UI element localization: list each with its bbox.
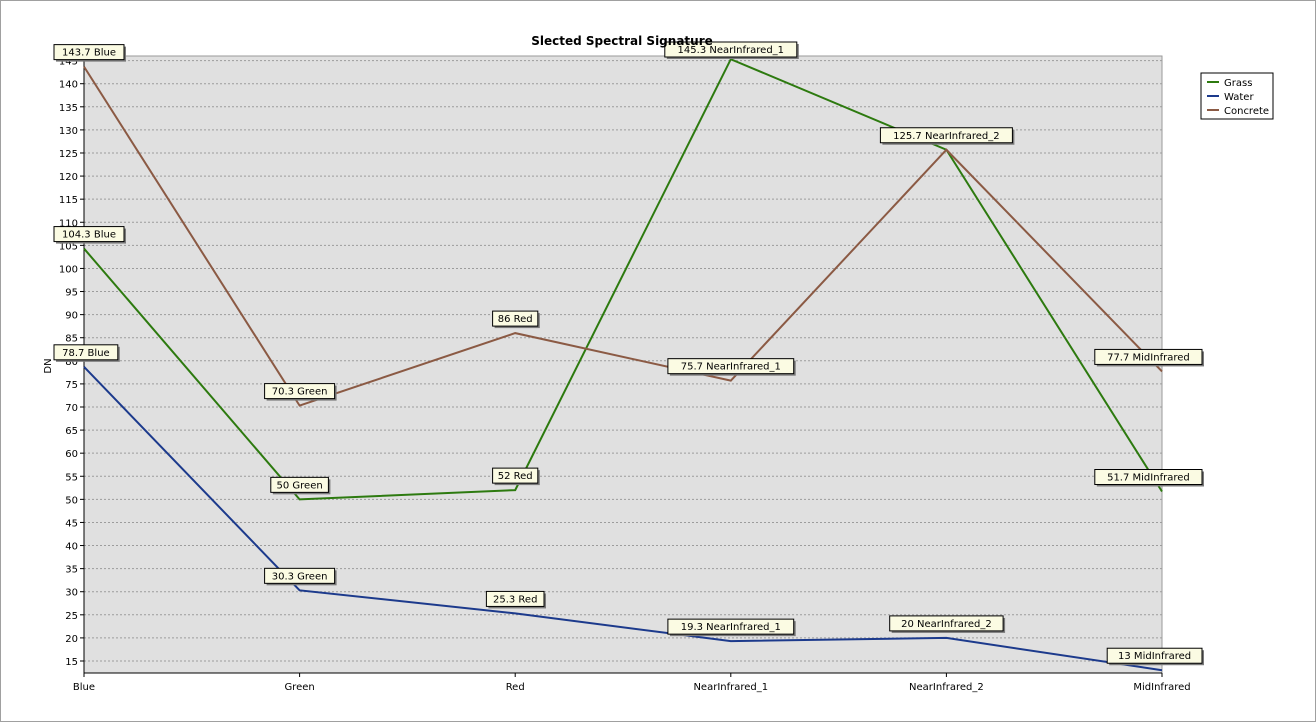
- data-label: 77.7 MidInfrared: [1094, 348, 1204, 367]
- data-label: 104.3 Blue: [53, 226, 126, 244]
- data-label: 143.7 Blue: [53, 44, 126, 62]
- data-label: 25.3 Red: [485, 590, 546, 609]
- x-tick-label: MidInfrared: [1133, 682, 1190, 693]
- y-tick-label: 130: [59, 126, 78, 137]
- plot-area: [83, 55, 1163, 674]
- series-line-water: [83, 366, 1163, 672]
- y-tick-label: 20: [65, 634, 78, 645]
- y-tick-label: 125: [59, 149, 78, 160]
- y-tick-label: 115: [59, 195, 78, 206]
- data-label-box: [1094, 469, 1203, 486]
- data-label-box: [485, 590, 545, 607]
- data-label: 20 NearInfrared_2: [889, 615, 1006, 633]
- data-label-text: 75.7 NearInfrared_1: [681, 362, 781, 373]
- data-label-box: [879, 127, 1013, 144]
- data-label: 125.7 NearInfrared_2: [879, 127, 1015, 145]
- y-tick-label: 45: [65, 518, 78, 529]
- y-tick-label: 100: [59, 264, 78, 275]
- y-tick-label: 110: [59, 218, 78, 229]
- y-tick-label: 140: [59, 80, 78, 91]
- data-label-box: [889, 615, 1004, 632]
- data-label: 50 Green: [270, 476, 331, 495]
- data-label-text: 86 Red: [498, 314, 533, 325]
- y-tick-label: 85: [65, 334, 78, 345]
- y-axis-label: DN: [43, 358, 54, 373]
- y-tick-label: 120: [59, 172, 78, 183]
- y-tick-label: 40: [65, 542, 78, 553]
- y-tick-label: 55: [65, 472, 78, 483]
- data-label: 70.3 Green: [264, 383, 337, 401]
- legend-entry-concrete: Concrete: [1224, 106, 1269, 117]
- data-label-text: 25.3 Red: [493, 594, 537, 605]
- data-label-text: 19.3 NearInfrared_1: [681, 622, 781, 633]
- y-tick-label: 90: [65, 311, 78, 322]
- data-label-text: 13 MidInfrared: [1118, 651, 1191, 662]
- data-label-box: [1106, 647, 1203, 664]
- chart-title: Slected Spectral Signature: [531, 34, 713, 48]
- legend-entry-water: Water: [1224, 92, 1254, 103]
- axes: 15 20 25 30 35 40 45 50 55 60 65 70 75 80 85 90 95 100 105…: [59, 56, 1191, 693]
- y-tick-label: 105: [59, 241, 78, 252]
- data-label: 86 Red: [492, 310, 540, 329]
- y-tick-label: 25: [65, 611, 78, 622]
- data-label-box: [667, 618, 795, 635]
- data-label: 19.3 NearInfrared_1: [667, 618, 796, 637]
- data-label-box: [1094, 348, 1203, 365]
- x-tick-label: NearInfrared_1: [693, 682, 768, 693]
- y-tick-label: 80: [65, 357, 78, 368]
- y-tick-label: 65: [65, 426, 78, 437]
- data-label-text: 20 NearInfrared_2: [901, 619, 992, 630]
- y-tick-label: 30: [65, 588, 78, 599]
- data-label-text: 145.3 NearInfrared_1: [678, 45, 784, 56]
- data-label: 52 Red: [492, 467, 540, 486]
- data-label-box: [53, 44, 125, 61]
- data-label: 13 MidInfrared: [1106, 647, 1204, 666]
- data-label-box: [667, 358, 795, 375]
- data-label-text: 70.3 Green: [272, 387, 328, 398]
- data-label: 30.3 Green: [264, 567, 337, 586]
- data-label: 78.7 Blue: [53, 344, 120, 362]
- data-labels: 104.3 Blue 50 Green 52 Red 145.3 NearInfrar…: [53, 41, 1204, 666]
- y-tick-label: 15: [65, 657, 78, 668]
- data-label-text: 30.3 Green: [272, 571, 328, 582]
- data-label-box: [492, 310, 539, 327]
- data-label-text: 125.7 NearInfrared_2: [893, 131, 999, 142]
- y-tick-label: 95: [65, 288, 78, 299]
- x-tick-label: Red: [506, 682, 525, 693]
- data-label-text: 77.7 MidInfrared: [1107, 352, 1190, 363]
- data-label: 75.7 NearInfrared_1: [667, 358, 796, 376]
- data-label-box: [270, 476, 329, 493]
- data-label-text: 52 Red: [498, 471, 533, 482]
- data-label-box: [264, 383, 336, 400]
- series-line-concrete: [83, 66, 1163, 407]
- x-tick-label: Green: [284, 682, 314, 693]
- y-tick-label: 145: [59, 57, 78, 68]
- data-label-box: [53, 344, 119, 361]
- series-line-grass: [83, 57, 1163, 501]
- data-label-text: 78.7 Blue: [62, 348, 110, 359]
- y-tick-label: 70: [65, 403, 78, 414]
- x-tick-label: Blue: [73, 682, 95, 693]
- data-label-text: 104.3 Blue: [62, 230, 116, 241]
- y-tick-label: 35: [65, 565, 78, 576]
- series-lines: [83, 57, 1163, 672]
- legend: Grass Water Concrete: [1200, 72, 1274, 120]
- y-tick-label: 135: [59, 103, 78, 114]
- data-label-box: [664, 41, 798, 58]
- data-label-text: 143.7 Blue: [62, 48, 116, 59]
- data-label: 51.7 MidInfrared: [1094, 469, 1204, 487]
- x-tick-label: NearInfrared_2: [909, 682, 984, 693]
- legend-entry-grass: Grass: [1224, 78, 1252, 89]
- y-tick-label: 75: [65, 380, 78, 391]
- data-label-box: [264, 567, 336, 584]
- y-tick-label: 60: [65, 449, 78, 460]
- data-label-box: [492, 467, 539, 484]
- y-tick-label: 50: [65, 495, 78, 506]
- data-label: 145.3 NearInfrared_1: [664, 41, 799, 59]
- data-label-box: [53, 226, 125, 243]
- data-label-text: 51.7 MidInfrared: [1107, 473, 1190, 484]
- data-label-text: 50 Green: [277, 480, 323, 491]
